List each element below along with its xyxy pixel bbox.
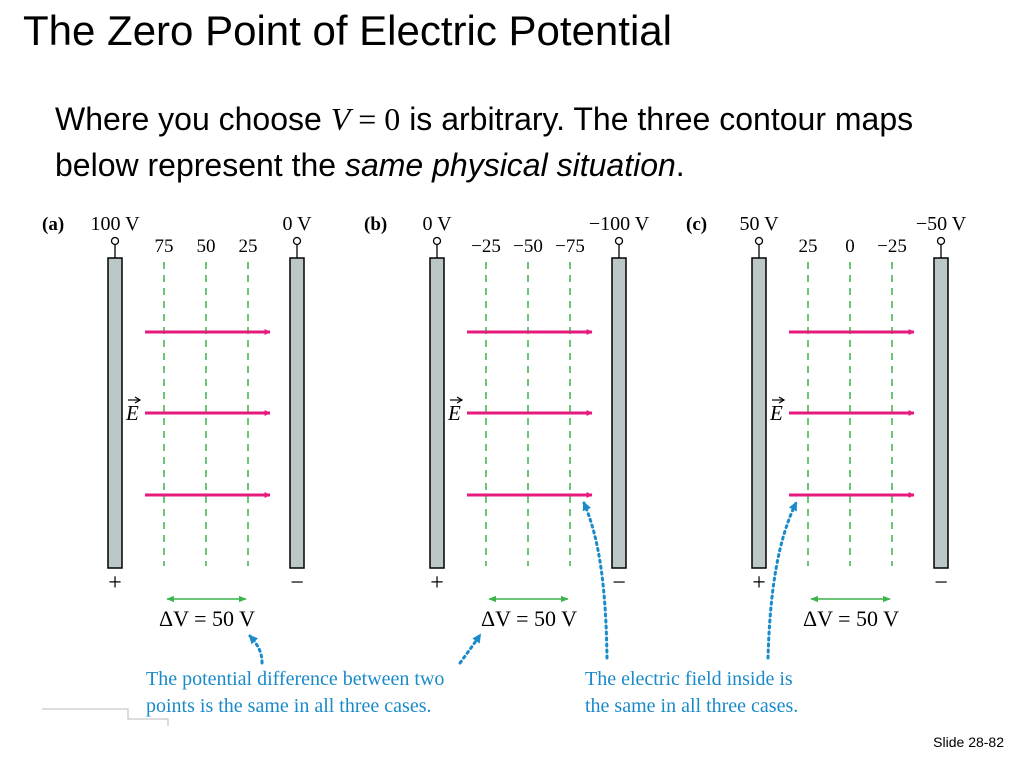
math-variable: V [330,101,351,137]
callout-potential-difference-line1: The potential difference between two [146,668,444,690]
vector-arrowhead-icon [456,396,464,404]
contour-label-b-2: −50 [513,236,543,257]
right-terminal-a [292,236,302,246]
plus-sign-c: + [752,570,766,596]
right-plate-potential-b: −100 V [589,213,650,235]
negative-plate-c [933,257,949,569]
contour-label-c-2: 0 [845,236,855,257]
callout-pointer-field-b [582,501,609,660]
corner-decoration [42,708,169,726]
plus-sign-a: + [108,570,122,596]
delta-v-label-c: ΔV = 50 V [803,606,899,631]
panel-c: (c) 50 V −50 V 25 0 −25 E + − ΔV = 50 V [686,213,967,631]
positive-plate-a [107,257,123,569]
callout-pointer-field-c [766,501,798,660]
field-label-a: E [125,401,139,425]
panel-label-c: (c) [686,214,707,235]
intro-text: Where you choose V = 0 is arbitrary. The… [55,96,975,188]
callout-pointer-b [458,633,482,665]
callout-pointer-a [248,634,264,665]
contour-label-a-2: 50 [197,236,216,257]
negative-plate-a [289,257,305,569]
contour-label-a-3: 25 [239,236,258,257]
positive-plate-c [751,257,767,569]
vector-arrowhead-icon [778,396,786,404]
minus-sign-a: − [290,570,304,596]
left-plate-potential-b: 0 V [422,213,452,235]
intro-text-middle: is arbitrary. The three contour maps bel… [55,101,914,183]
intro-text-start: Where you choose [55,101,331,137]
contour-label-c-1: 25 [799,236,818,257]
minus-sign-b: − [612,570,626,596]
math-v-equals-zero: V = 0 [331,101,401,137]
left-plate-potential-c: 50 V [739,213,779,235]
math-equals-zero: = 0 [350,101,401,137]
left-terminal-a [110,236,120,246]
contour-label-b-3: −75 [555,236,585,257]
contour-panels: (a) 100 V 0 V 75 50 25 E + − ΔV = 50 V (b) 0 V −100 … [42,213,967,631]
contour-label-c-3: −25 [877,236,907,257]
plus-sign-b: + [430,570,444,596]
delta-v-label-b: ΔV = 50 V [481,606,577,631]
slide-number: Slide 28-82 [933,734,1004,750]
callout-electric-field-line1: The electric field inside is [585,668,793,690]
panel-label-a: (a) [42,214,64,235]
right-plate-potential-a: 0 V [282,213,312,235]
panel-a: (a) 100 V 0 V 75 50 25 E + − ΔV = 50 V [42,213,312,631]
negative-plate-b [611,257,627,569]
panel-label-b: (b) [364,214,387,235]
left-terminal-c [754,236,764,246]
contour-label-b-1: −25 [471,236,501,257]
callout-potential-difference-line2: points is the same in all three cases. [146,695,431,717]
minus-sign-c: − [934,570,948,596]
panel-b: (b) 0 V −100 V −25 −50 −75 E + − ΔV = 50 V [364,213,650,631]
delta-v-label-a: ΔV = 50 V [159,606,255,631]
right-terminal-b [614,236,624,246]
left-plate-potential-a: 100 V [90,213,140,235]
right-plate-potential-c: −50 V [916,213,967,235]
right-terminal-c [936,236,946,246]
slide-title: The Zero Point of Electric Potential [23,7,672,54]
callout-electric-field-line2: the same in all three cases. [585,695,798,717]
callouts: The potential difference between two poi… [146,501,798,717]
intro-emphasis: same physical situation [344,147,676,183]
field-label-b: E [447,401,461,425]
field-label-c: E [769,401,783,425]
contour-label-a-1: 75 [155,236,174,257]
vector-arrowhead-icon [134,396,142,404]
positive-plate-b [429,257,445,569]
left-terminal-b [432,236,442,246]
intro-text-end: . [675,147,685,183]
